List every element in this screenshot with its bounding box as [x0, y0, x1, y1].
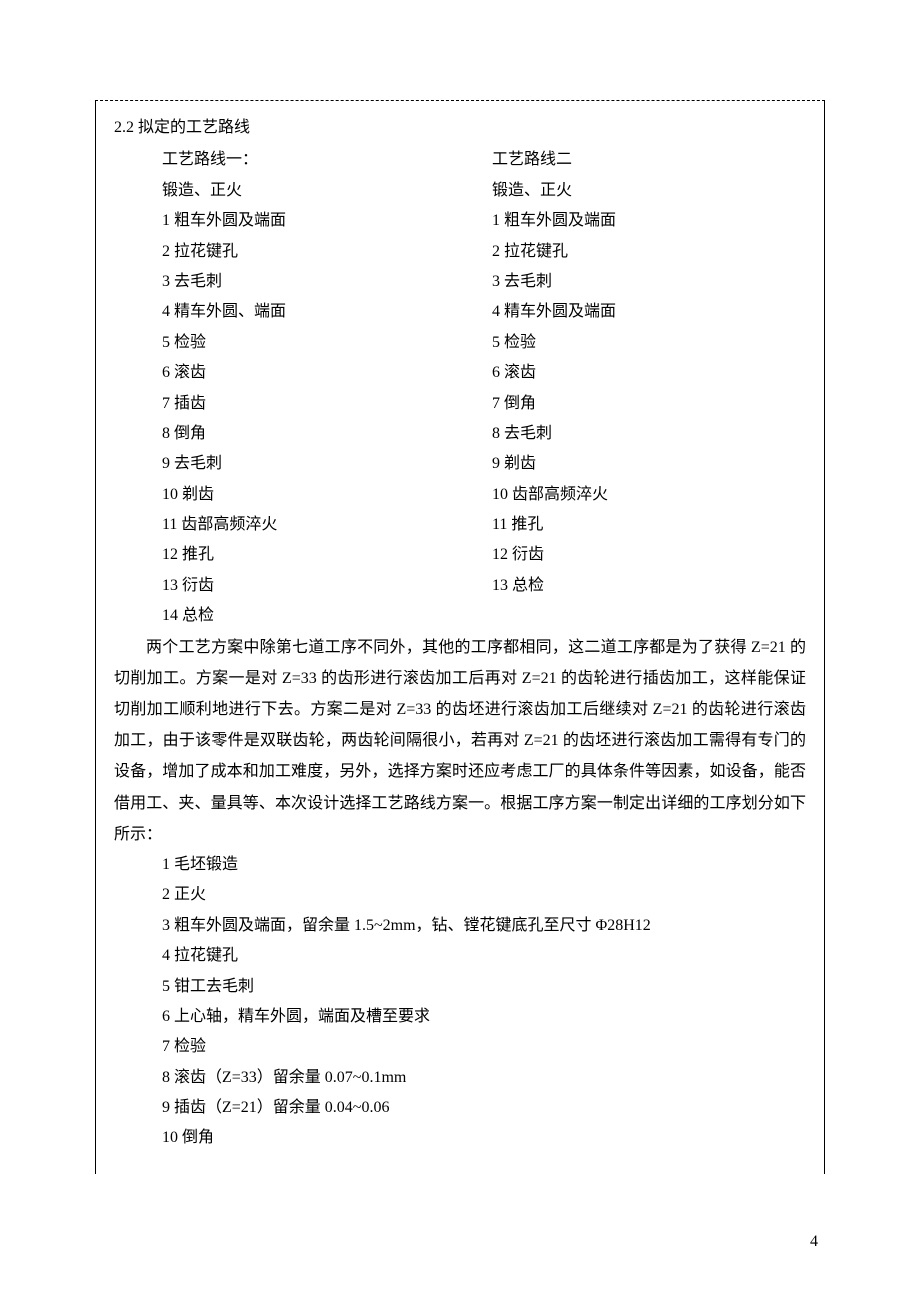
page-number: 4	[810, 1227, 818, 1257]
route-one-heading: 工艺路线一：	[162, 145, 492, 175]
analysis-paragraph: 两个工艺方案中除第七道工序不同外，其他的工序都相同，这二道工序都是为了获得 Z=…	[114, 632, 806, 850]
detailed-step: 10 倒角	[162, 1123, 806, 1153]
routes-container: 工艺路线一： 锻造、正火 1 粗车外圆及端面 2 拉花键孔 3 去毛刺 4 精车…	[162, 145, 806, 631]
detailed-step: 9 插齿（Z=21）留余量 0.04~0.06	[162, 1093, 806, 1123]
route-two-step: 13 总检	[492, 571, 806, 601]
detailed-step: 8 滚齿（Z=33）留余量 0.07~0.1mm	[162, 1063, 806, 1093]
route-two-step: 9 剃齿	[492, 449, 806, 479]
route-one-step: 6 滚齿	[162, 358, 492, 388]
detailed-step: 2 正火	[162, 880, 806, 910]
route-two-step: 3 去毛刺	[492, 267, 806, 297]
route-column-one: 工艺路线一： 锻造、正火 1 粗车外圆及端面 2 拉花键孔 3 去毛刺 4 精车…	[162, 145, 492, 631]
route-one-prep: 锻造、正火	[162, 176, 492, 206]
route-two-step: 7 倒角	[492, 389, 806, 419]
document-page: 2.2 拟定的工艺路线 工艺路线一： 锻造、正火 1 粗车外圆及端面 2 拉花键…	[0, 0, 920, 1302]
section-title: 2.2 拟定的工艺路线	[114, 113, 806, 143]
route-one-step: 11 齿部高频淬火	[162, 510, 492, 540]
content-border-box: 2.2 拟定的工艺路线 工艺路线一： 锻造、正火 1 粗车外圆及端面 2 拉花键…	[95, 100, 825, 1174]
route-column-two: 工艺路线二 锻造、正火 1 粗车外圆及端面 2 拉花键孔 3 去毛刺 4 精车外…	[492, 145, 806, 631]
route-one-step: 9 去毛刺	[162, 449, 492, 479]
route-one-step: 13 衍齿	[162, 571, 492, 601]
route-one-step: 4 精车外圆、端面	[162, 297, 492, 327]
route-two-step: 6 滚齿	[492, 358, 806, 388]
detailed-step: 1 毛坯锻造	[162, 850, 806, 880]
route-one-step: 14 总检	[162, 601, 492, 631]
route-one-step: 3 去毛刺	[162, 267, 492, 297]
route-one-step: 10 剃齿	[162, 480, 492, 510]
detailed-step: 4 拉花键孔	[162, 941, 806, 971]
route-one-step: 12 推孔	[162, 540, 492, 570]
route-two-step: 8 去毛刺	[492, 419, 806, 449]
route-two-step: 5 检验	[492, 328, 806, 358]
route-one-step: 2 拉花键孔	[162, 237, 492, 267]
detailed-step: 7 检验	[162, 1032, 806, 1062]
route-one-step: 8 倒角	[162, 419, 492, 449]
route-two-step: 1 粗车外圆及端面	[492, 206, 806, 236]
route-one-step: 1 粗车外圆及端面	[162, 206, 492, 236]
detailed-step: 5 钳工去毛刺	[162, 972, 806, 1002]
route-two-step: 10 齿部高频淬火	[492, 480, 806, 510]
route-two-step: 11 推孔	[492, 510, 806, 540]
detailed-steps-list: 1 毛坯锻造 2 正火 3 粗车外圆及端面，留余量 1.5~2mm，钻、镗花键底…	[162, 850, 806, 1154]
route-two-step: 4 精车外圆及端面	[492, 297, 806, 327]
detailed-step: 3 粗车外圆及端面，留余量 1.5~2mm，钻、镗花键底孔至尺寸 Φ28H12	[162, 911, 806, 941]
route-one-step: 5 检验	[162, 328, 492, 358]
route-two-heading: 工艺路线二	[492, 145, 806, 175]
detailed-step: 6 上心轴，精车外圆，端面及槽至要求	[162, 1002, 806, 1032]
route-two-step: 2 拉花键孔	[492, 237, 806, 267]
route-two-step: 12 衍齿	[492, 540, 806, 570]
route-one-step: 7 插齿	[162, 389, 492, 419]
route-two-prep: 锻造、正火	[492, 176, 806, 206]
